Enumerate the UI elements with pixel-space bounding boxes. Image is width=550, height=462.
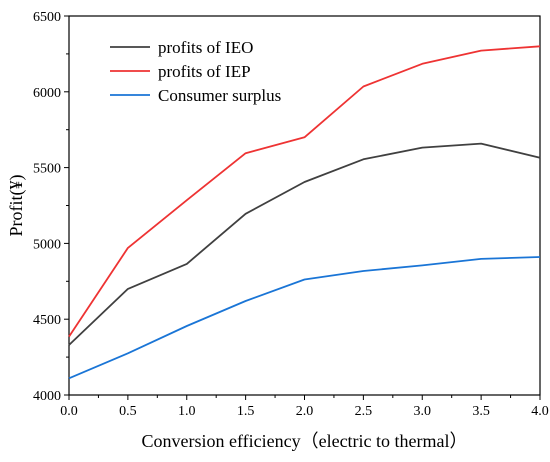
x-axis-title: Conversion efficiency（electric to therma… bbox=[141, 431, 467, 451]
x-tick-label: 3.0 bbox=[414, 404, 432, 419]
y-tick-label: 5500 bbox=[33, 162, 61, 177]
x-tick-label: 4.0 bbox=[531, 404, 549, 419]
y-tick-label: 6500 bbox=[33, 10, 61, 25]
y-tick-label: 6000 bbox=[33, 86, 61, 101]
legend-label: profits of IEO bbox=[158, 38, 253, 57]
plot-frame bbox=[68, 15, 541, 396]
legend-label: profits of IEP bbox=[158, 62, 251, 81]
x-tick-label: 1.0 bbox=[178, 404, 196, 419]
series-line-2 bbox=[68, 45, 541, 338]
legend-label: Consumer surplus bbox=[158, 86, 281, 105]
series-line-1 bbox=[68, 142, 541, 346]
y-tick-label: 4500 bbox=[33, 313, 61, 328]
y-axis-title: Profit(¥) bbox=[6, 175, 27, 237]
y-tick-label: 5000 bbox=[33, 237, 61, 252]
legend: profits of IEO profits of IEP Consumer sur… bbox=[110, 38, 281, 105]
y-tick-label: 4000 bbox=[33, 389, 61, 404]
x-tick-label: 0.0 bbox=[60, 404, 78, 419]
x-tick-label: 0.5 bbox=[119, 404, 137, 419]
plot-area: 0.0 0.5 1.0 1.5 2.0 2.5 3.0 3.5 4.0 4000 4500 5000 5… bbox=[33, 10, 549, 419]
x-tick-label: 1.5 bbox=[237, 404, 255, 419]
x-tick-label: 2.5 bbox=[355, 404, 373, 419]
series-line-3 bbox=[68, 256, 541, 380]
x-tick-label: 2.0 bbox=[296, 404, 314, 419]
x-tick-label: 3.5 bbox=[472, 404, 490, 419]
